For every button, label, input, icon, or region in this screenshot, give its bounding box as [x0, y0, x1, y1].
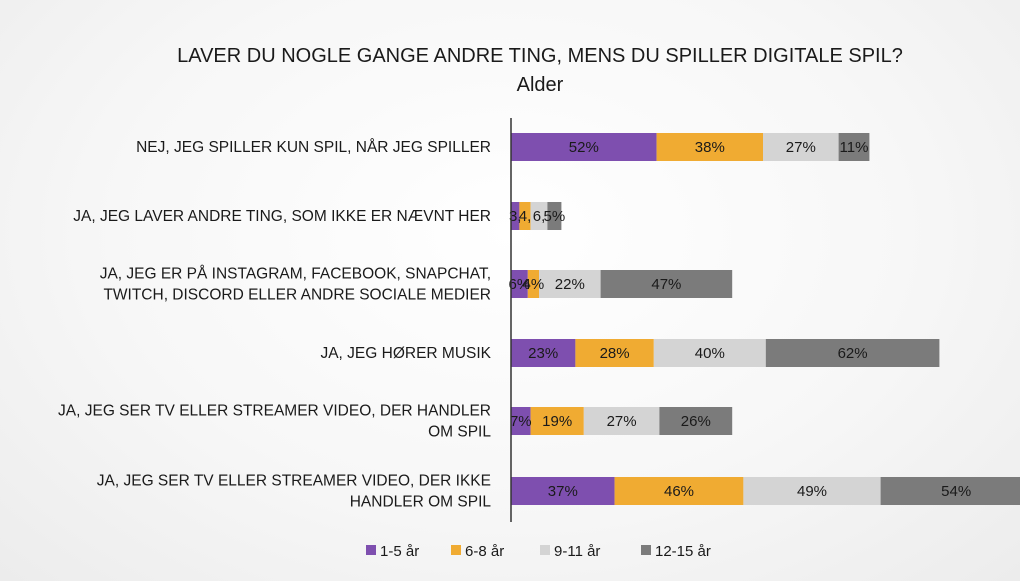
data-label: 6% — [509, 276, 531, 293]
bar-segment — [880, 477, 1020, 505]
bar-segment — [614, 477, 744, 505]
data-label: 3, — [509, 208, 522, 225]
bar-segment — [547, 202, 562, 230]
data-label: 11% — [840, 139, 869, 156]
data-label: 27% — [786, 139, 816, 156]
category-labels: NEJ, JEG SPILLER KUN SPIL, NÅR JEG SPILL… — [58, 139, 492, 511]
legend-label: 12-15 år — [655, 543, 711, 560]
data-label: 47% — [651, 276, 681, 293]
data-label: 7% — [510, 413, 532, 430]
category-label: TWITCH, DISCORD ELLER ANDRE SOCIALE MEDI… — [103, 287, 491, 304]
category-label: JA, JEG HØRER MUSIK — [320, 345, 491, 362]
data-label: 6, — [533, 208, 546, 225]
legend-swatch — [366, 545, 376, 555]
bar-segment — [600, 270, 733, 298]
bar-segment — [743, 477, 881, 505]
category-label: JA, JEG LAVER ANDRE TING, SOM IKKE ER NÆ… — [73, 208, 491, 225]
bar-segment — [511, 477, 615, 505]
bar-segment — [765, 339, 940, 367]
data-labels: 52% 38% 27% 11% 3,4, 6,5% 6%4% 22% 47% 23% 28% 40% 6… — [509, 139, 972, 500]
bar-segment — [527, 270, 539, 298]
category-label: HANDLER OM SPIL — [350, 494, 492, 511]
legend-swatch — [641, 545, 651, 555]
bar-segment — [575, 339, 654, 367]
data-label: 27% — [607, 413, 637, 430]
category-label: JA, JEG SER TV ELLER STREAMER VIDEO, DER… — [97, 473, 491, 490]
chart-title: LAVER DU NOGLE GANGE ANDRE TING, MENS DU… — [177, 45, 903, 67]
data-label: 23% — [528, 345, 558, 362]
data-label: 38% — [695, 139, 725, 156]
legend-swatch — [451, 545, 461, 555]
data-label: 54% — [941, 483, 971, 500]
bar-segment — [838, 133, 870, 161]
data-label: 40% — [695, 345, 725, 362]
bar-segment — [539, 270, 601, 298]
data-label: 46% — [664, 483, 694, 500]
bar-segment — [530, 202, 548, 230]
bar-segment — [653, 339, 766, 367]
bar-segment — [530, 407, 584, 435]
data-label: 19% — [542, 413, 572, 430]
bar-segment — [511, 407, 531, 435]
legend: 1-5 år 6-8 år 9-11 år 12-15 år — [366, 543, 711, 560]
data-label: 22% — [555, 276, 585, 293]
bar-segment — [583, 407, 660, 435]
bar-segment — [511, 339, 576, 367]
data-label: 26% — [681, 413, 711, 430]
data-label: 62% — [838, 345, 868, 362]
bar-segment — [763, 133, 839, 161]
category-label: NEJ, JEG SPILLER KUN SPIL, NÅR JEG SPILL… — [136, 139, 491, 156]
bar-segment — [511, 270, 528, 298]
category-label: JA, JEG ER PÅ INSTAGRAM, FACEBOOK, SNAPC… — [100, 266, 491, 283]
data-label: 4% — [523, 276, 545, 293]
category-label: JA, JEG SER TV ELLER STREAMER VIDEO, DER… — [58, 403, 491, 420]
bars — [511, 133, 1020, 505]
legend-label: 6-8 år — [465, 543, 504, 560]
bar-segment — [511, 133, 657, 161]
data-label: 49% — [797, 483, 827, 500]
data-label: 4, — [519, 208, 532, 225]
data-label: 5% — [544, 208, 566, 225]
bar-segment — [659, 407, 733, 435]
chart-subtitle: Alder — [517, 74, 564, 96]
data-label: 28% — [600, 345, 630, 362]
data-label: 37% — [548, 483, 578, 500]
legend-swatch — [540, 545, 550, 555]
bar-segment — [656, 133, 763, 161]
bar-segment — [519, 202, 531, 230]
bar-segment — [511, 202, 520, 230]
legend-label: 1-5 år — [380, 543, 419, 560]
legend-label: 9-11 år — [554, 543, 600, 560]
data-label: 52% — [569, 139, 599, 156]
category-label: OM SPIL — [428, 424, 491, 441]
